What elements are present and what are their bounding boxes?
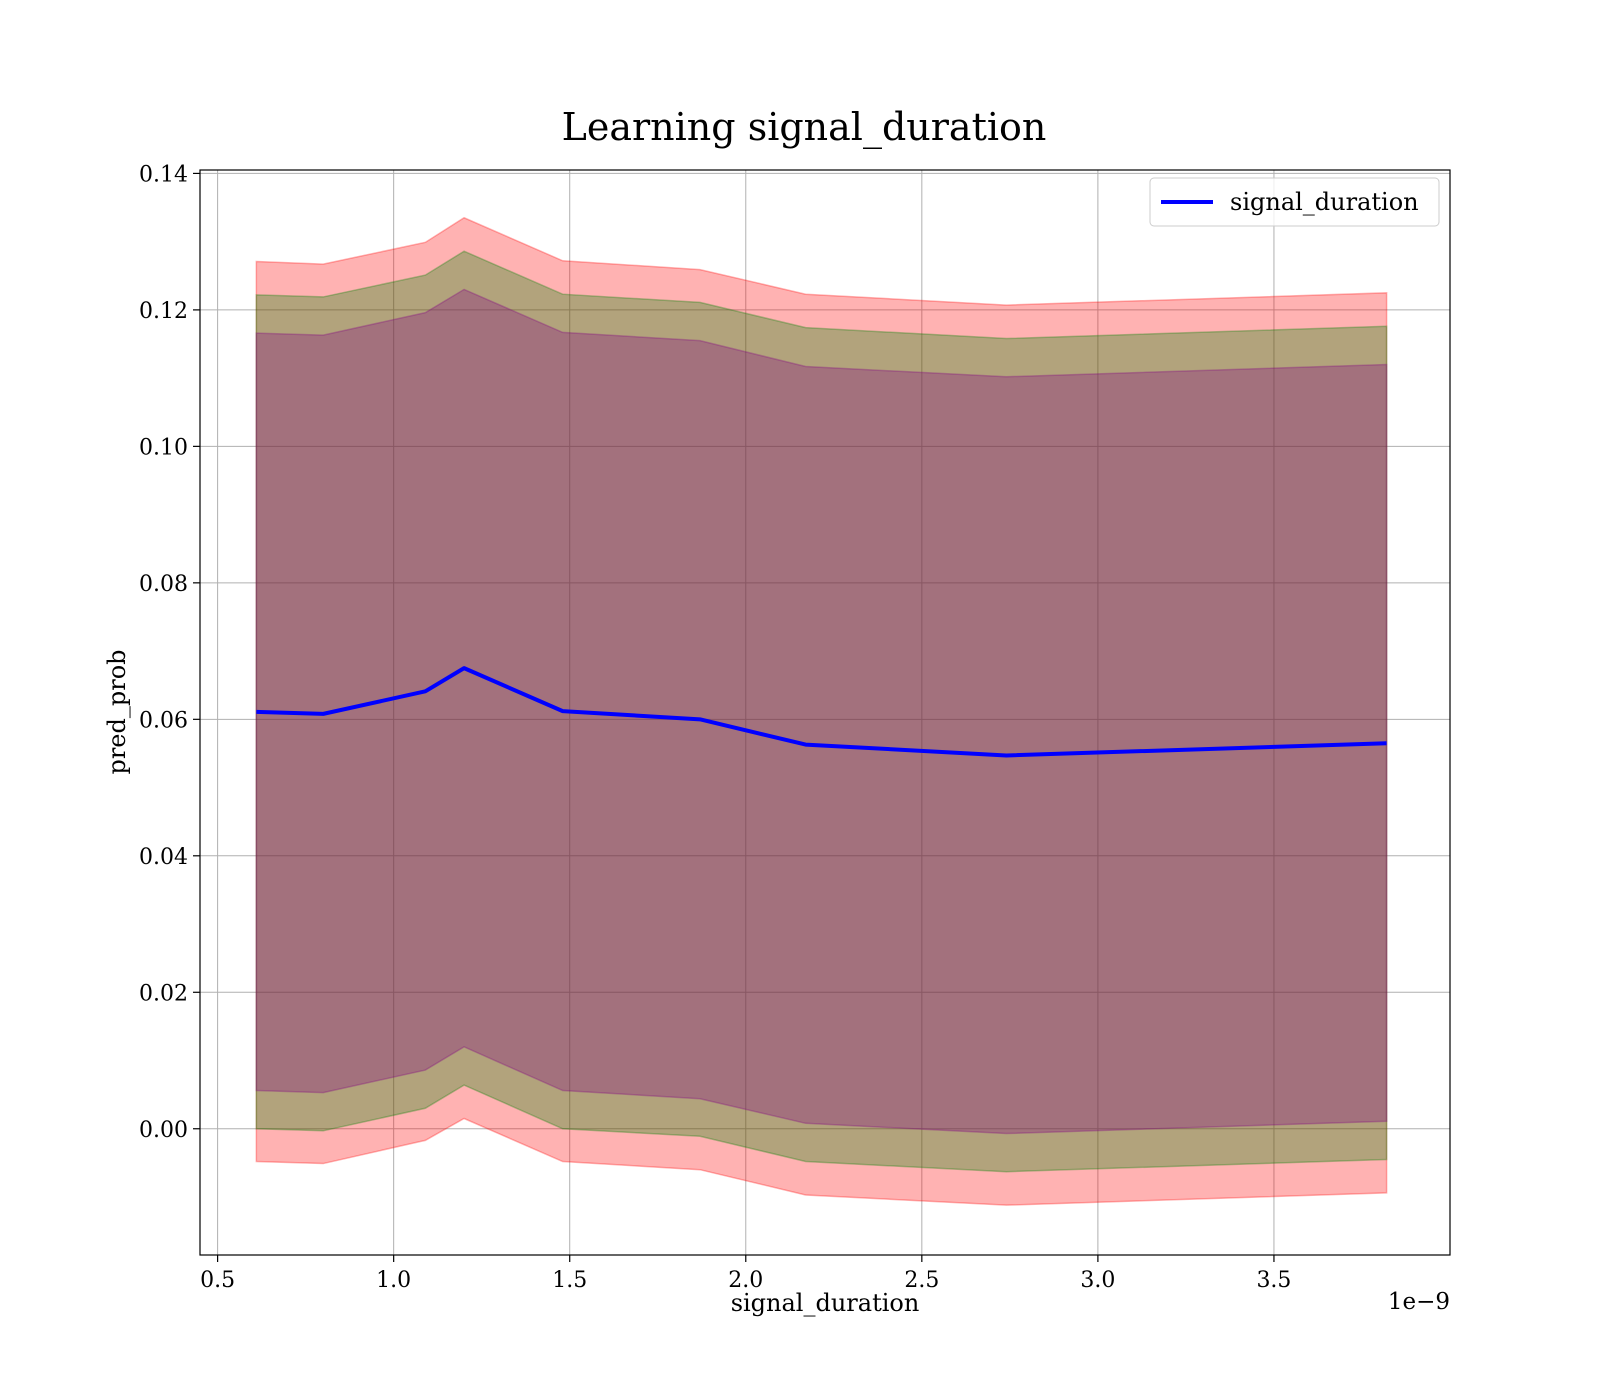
x-tick-label: 1.5 — [552, 1268, 587, 1293]
plot-frame — [199, 169, 1451, 1256]
confidence-band — [255, 216, 1388, 1206]
legend-box — [1149, 177, 1440, 227]
confidence-bands — [255, 216, 1388, 1206]
chart-title: Learning signal_duration — [562, 105, 1047, 150]
y-tick-label: 0.10 — [139, 435, 188, 460]
x-axis-ticks: 0.5 1.0 1.5 2.0 2.5 3.0 3.5 — [200, 1255, 1291, 1293]
x-tick-label: 2.5 — [904, 1268, 939, 1293]
series-line — [256, 666, 1387, 758]
x-tick-label: 3.5 — [1256, 1268, 1291, 1293]
legend-label: signal_duration — [1230, 188, 1419, 216]
legend: signal_duration — [1149, 177, 1440, 227]
x-tick-label: 2.0 — [728, 1268, 763, 1293]
y-tick-label: 0.00 — [139, 1118, 188, 1143]
y-tick-label: 0.02 — [139, 981, 188, 1006]
x-tick-label: 3.0 — [1080, 1268, 1115, 1293]
series-lines — [256, 666, 1387, 758]
x-tick-label: 1.0 — [376, 1268, 411, 1293]
x-tick-label: 0.5 — [200, 1268, 235, 1293]
x-axis-offset-label: 1e−9 — [1388, 1289, 1450, 1315]
y-axis-ticks: 0.00 0.02 0.04 0.06 0.08 0.10 0.12 0.14 — [139, 162, 200, 1143]
grid — [200, 170, 1450, 1255]
y-tick-label: 0.14 — [139, 162, 188, 187]
y-tick-label: 0.04 — [139, 845, 188, 870]
confidence-band — [255, 250, 1388, 1173]
x-axis-label: signal_duration — [731, 1289, 920, 1317]
y-tick-label: 0.12 — [139, 299, 188, 324]
y-tick-label: 0.06 — [139, 708, 188, 733]
confidence-band — [255, 288, 1388, 1135]
y-axis-label: pred_prob — [103, 649, 131, 774]
y-tick-label: 0.08 — [139, 572, 188, 597]
